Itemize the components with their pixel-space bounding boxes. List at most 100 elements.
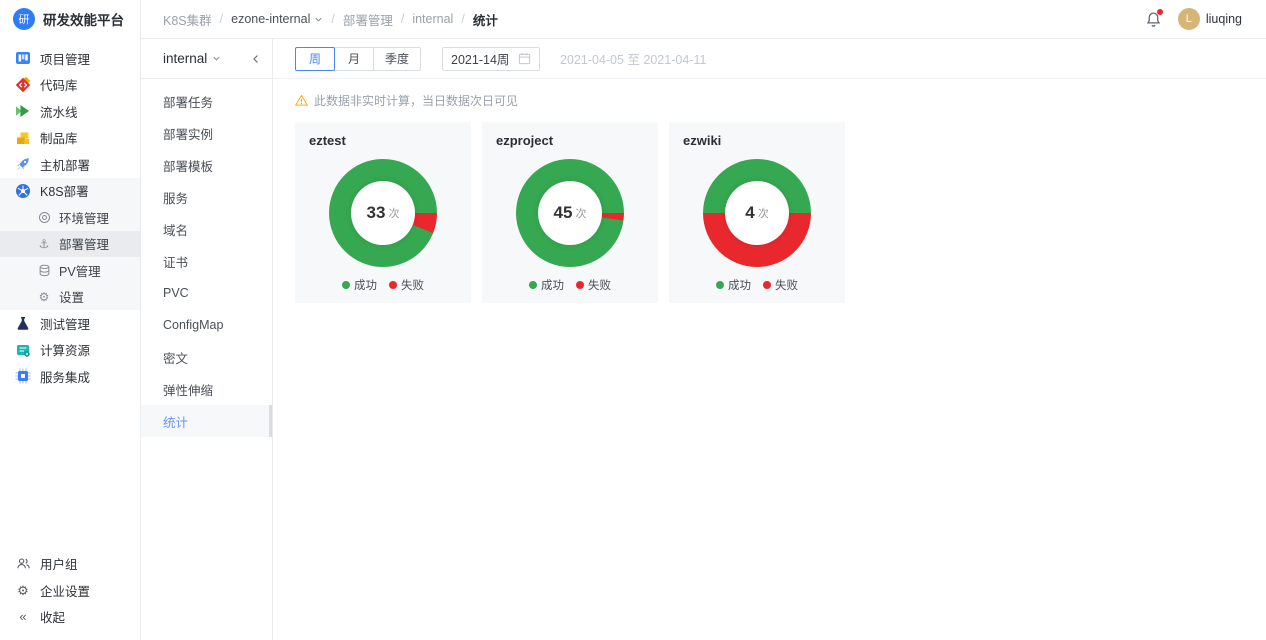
chevron-down-icon <box>213 56 220 61</box>
breadcrumb-item-deploy-manage[interactable]: 部署管理 <box>342 13 393 28</box>
gear-icon: ⚙ <box>17 582 29 598</box>
sidebar-item-code-repo[interactable]: 代码库 <box>0 72 140 99</box>
submenu-header: internal <box>141 39 272 79</box>
deploy-stat-card: eztest 33 次成功 失败 <box>295 122 471 303</box>
calendar-icon <box>518 52 531 65</box>
submenu-item[interactable]: 服务 <box>163 191 189 206</box>
warning-icon <box>295 94 308 106</box>
submenu-item[interactable]: 域名 <box>163 223 189 238</box>
pipeline-icon <box>15 103 31 119</box>
legend-dot <box>342 281 350 289</box>
legend-dot <box>763 281 771 289</box>
app-title: 研发效能平台 <box>43 13 124 28</box>
submenu-item[interactable]: 证书 <box>163 255 189 270</box>
sidebar-item-compute[interactable]: 计算资源 <box>0 337 140 364</box>
gear-icon: ⚙ <box>38 289 50 304</box>
avatar: L <box>1177 8 1200 30</box>
notification-badge <box>1156 8 1163 15</box>
sidebar-item-k8s-deploy[interactable]: K8S部署 <box>0 178 140 205</box>
panel-collapse-button[interactable] <box>251 54 261 64</box>
submenu-item[interactable]: 统计 <box>141 405 272 437</box>
sidebar-bottom: 用户组 ⚙ 企业设置 « 收起 <box>0 551 140 640</box>
sidebar-item-host-deploy[interactable]: 主机部署 <box>0 151 140 178</box>
legend-item[interactable]: 成功 <box>716 277 751 293</box>
donut-ring[interactable]: 45 次 <box>516 158 624 267</box>
sidebar-item-label: 设置 <box>59 291 85 306</box>
stats-toolbar: 周 月 季度 2021-14周 2021-04-05 至 2021-04-11 <box>273 39 1266 79</box>
sidebar-item-env-manage[interactable]: 环境管理 <box>0 204 140 231</box>
legend-item[interactable]: 成功 <box>342 277 377 293</box>
integration-icon <box>15 368 31 384</box>
breadcrumb-separator: / <box>400 12 405 26</box>
sidebar-item-label: 项目管理 <box>40 52 91 67</box>
week-picker-input[interactable]: 2021-14周 <box>442 46 541 71</box>
legend-dot <box>716 281 724 289</box>
submenu-item[interactable]: PVC <box>163 286 189 300</box>
stats-page: 周 月 季度 2021-14周 2021-04-05 至 2021-04-11 … <box>273 39 1266 640</box>
legend-dot <box>389 281 397 289</box>
sidebar-item-deploy-manage[interactable]: ⚓ 部署管理 <box>0 230 140 257</box>
deploy-submenu: internal 部署任务部署实例部署模板服务域名证书 PVC ConfigMap 密… <box>141 39 273 640</box>
legend-item[interactable]: 成功 <box>529 277 564 293</box>
username: liuqing <box>1205 12 1242 26</box>
deploy-count-value: 45 <box>553 202 573 222</box>
sidebar-item-enterprise-settings[interactable]: ⚙ 企业设置 <box>0 577 140 604</box>
donut-chart: 45 次 <box>496 148 644 277</box>
sidebar-item-pipeline[interactable]: 流水线 <box>0 98 140 125</box>
deploy-stat-cards: eztest 33 次成功 失败 ezproject 45 次成功 失败 ezwiki 4 次成功失… <box>295 122 1266 303</box>
data-freshness-notice: 此数据非实时计算，当日数据次日可见 <box>295 92 1266 109</box>
tab-quarter[interactable]: 季度 <box>373 46 422 71</box>
compute-icon <box>15 342 31 358</box>
legend-item[interactable]: 失败 <box>763 277 798 293</box>
submenu-item[interactable]: 部署模板 <box>163 159 214 174</box>
main-sidebar: 研 研发效能平台 项目管理 代码库 流水线 <box>0 0 141 640</box>
period-tab-group: 周 月 季度 <box>295 46 422 71</box>
sidebar-spacer <box>0 390 140 551</box>
main-column: K8S集群 / ezone-internal / 部署管理 / internal… <box>141 0 1266 640</box>
tab-week[interactable]: 周 <box>295 46 335 71</box>
legend-dot <box>529 281 537 289</box>
notice-text: 此数据非实时计算，当日数据次日可见 <box>314 94 519 108</box>
deploy-stat-card: ezwiki 4 次成功 失败 <box>669 122 845 303</box>
sidebar-item-integration[interactable]: 服务集成 <box>0 363 140 390</box>
sidebar-item-label: 企业设置 <box>40 584 91 599</box>
legend-item[interactable]: 失败 <box>389 277 424 293</box>
submenu-item[interactable]: 部署任务 <box>163 95 214 110</box>
submenu-item[interactable]: 部署实例 <box>163 127 214 142</box>
submenu-item[interactable]: 弹性伸缩 <box>163 383 214 398</box>
legend-label: 成功 <box>354 280 377 292</box>
breadcrumb: K8S集群 / ezone-internal / 部署管理 / internal… <box>163 10 498 29</box>
sidebar-item-label: 制品库 <box>40 132 78 147</box>
sidebar-item-projects[interactable]: 项目管理 <box>0 45 140 72</box>
chart-legend: 成功 失败 <box>309 277 457 293</box>
sidebar-item-label: K8S部署 <box>40 185 89 200</box>
sidebar-item-artifacts[interactable]: 制品库 <box>0 125 140 152</box>
sidebar-item-user-groups[interactable]: 用户组 <box>0 551 140 578</box>
sidebar-item-collapse[interactable]: « 收起 <box>0 604 140 631</box>
chart-legend: 成功 失败 <box>496 277 644 293</box>
sidebar-item-label: PV管理 <box>59 264 101 279</box>
artifact-icon <box>15 130 31 146</box>
card-title: ezwiki <box>683 133 722 148</box>
legend-item[interactable]: 失败 <box>576 277 611 293</box>
test-flask-icon <box>15 315 31 331</box>
breadcrumb-item-cluster-root[interactable]: K8S集群 <box>163 13 212 28</box>
sidebar-item-pv-manage[interactable]: PV管理 <box>0 257 140 284</box>
user-menu[interactable]: L liuqing <box>1177 8 1242 30</box>
submenu-item[interactable]: ConfigMap <box>163 318 224 332</box>
donut-ring[interactable]: 33 次 <box>329 158 437 267</box>
env-selector[interactable]: internal <box>163 51 221 66</box>
chevron-down-icon <box>315 17 322 22</box>
chevron-left-icon <box>253 54 258 63</box>
sidebar-item-k8s-settings[interactable]: ⚙ 设置 <box>0 284 140 311</box>
breadcrumb-item-cluster-select[interactable]: ezone-internal <box>231 12 323 26</box>
tab-month[interactable]: 月 <box>334 46 374 71</box>
submenu-item[interactable]: 密文 <box>163 351 189 366</box>
sidebar-item-test-manage[interactable]: 测试管理 <box>0 310 140 337</box>
notification-bell-icon[interactable] <box>1145 8 1163 28</box>
breadcrumb-item-internal[interactable]: internal <box>412 12 454 26</box>
deploy-count-unit: 次 <box>388 207 400 220</box>
submenu-items: 部署任务部署实例部署模板服务域名证书 PVC ConfigMap 密文弹性伸缩统计 <box>141 79 272 437</box>
